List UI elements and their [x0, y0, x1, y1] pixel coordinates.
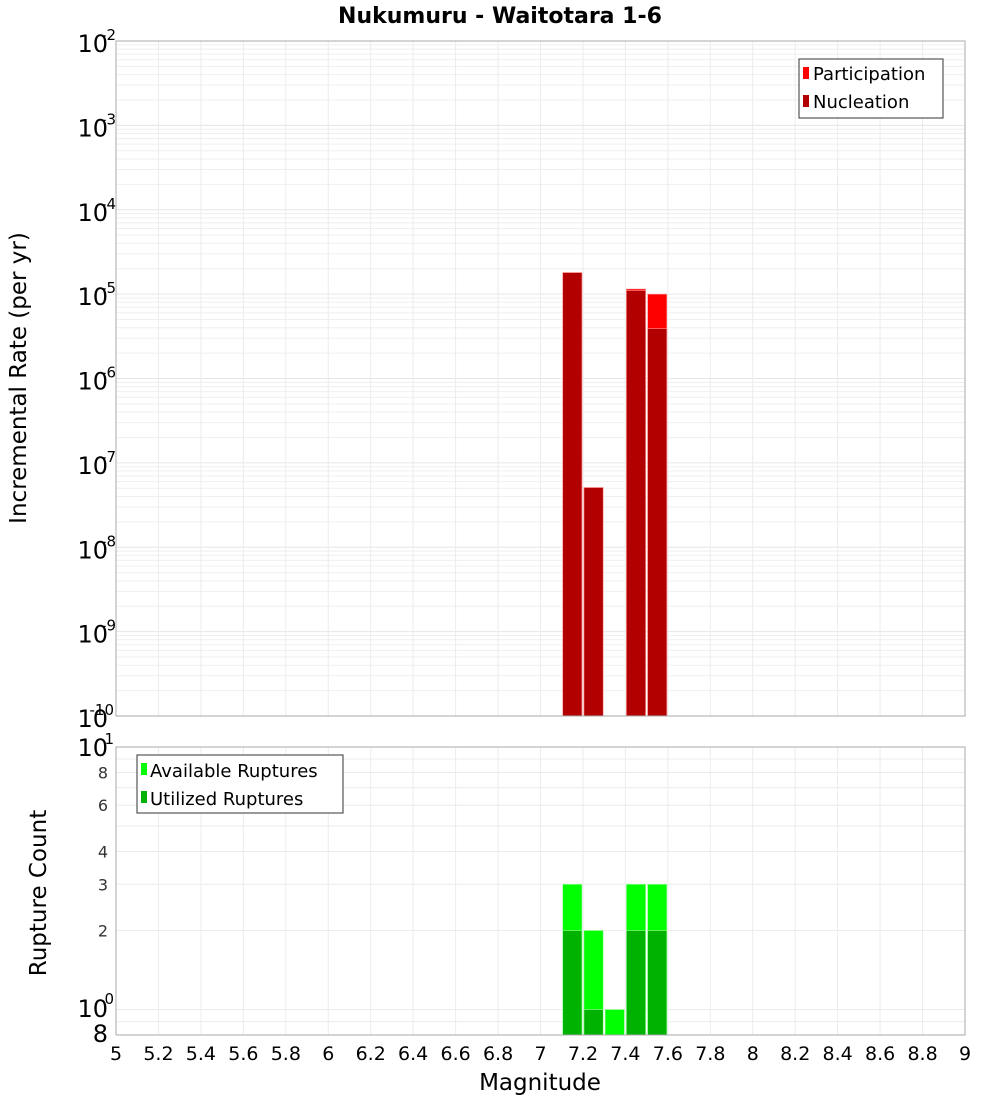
nucleation-swatch: [803, 95, 809, 107]
top-plot-bars: [562, 272, 668, 717]
top-plot-frame: [115, 40, 966, 717]
bottom-y-axis-label: Rupture Count: [26, 810, 52, 976]
svg-text:8.8: 8.8: [907, 1043, 937, 1065]
svg-text:7.8: 7.8: [695, 1043, 725, 1065]
chart-title: Nukumuru - Waitotara 1-6: [338, 4, 662, 29]
svg-text:8: 8: [747, 1043, 759, 1065]
legend-participation: Participation: [813, 64, 925, 85]
svg-text:5.8: 5.8: [271, 1043, 301, 1065]
svg-text:-6: -6: [101, 364, 116, 382]
svg-text:3: 3: [98, 875, 108, 894]
svg-text:6.6: 6.6: [440, 1043, 470, 1065]
svg-text:7.6: 7.6: [653, 1043, 683, 1065]
svg-text:9: 9: [959, 1043, 971, 1065]
svg-text:-9: -9: [101, 617, 116, 635]
svg-text:0: 0: [104, 990, 114, 1008]
svg-text:8.4: 8.4: [823, 1043, 853, 1065]
svg-text:6.8: 6.8: [483, 1043, 513, 1065]
legend-nucleation: Nucleation: [813, 92, 909, 113]
participation-swatch: [803, 67, 809, 79]
bottom-legend: Available Ruptures Utilized Ruptures: [136, 754, 344, 814]
svg-text:10: 10: [77, 30, 108, 58]
top-y-axis-label: Incremental Rate (per yr): [6, 232, 32, 524]
svg-text:7.4: 7.4: [610, 1043, 640, 1065]
svg-text:1: 1: [104, 730, 114, 748]
svg-text:2: 2: [98, 922, 108, 941]
svg-text:-5: -5: [101, 279, 116, 297]
svg-text:7: 7: [534, 1043, 546, 1065]
svg-text:10: 10: [77, 199, 108, 227]
svg-text:-2: -2: [101, 26, 116, 44]
svg-text:4: 4: [98, 842, 108, 861]
x-axis-ticks: 5 5.2 5.4 5.6 5.8 6 6.2 6.4 6.6 6.8 7 7.2 7.4 7.6 7.8 8…: [110, 1043, 971, 1065]
top-y-axis-ticks: 10-210-310-410-510-610-710-810-910-10: [77, 26, 116, 733]
bottom-plot-bars: [562, 883, 668, 1036]
svg-text:5: 5: [110, 1043, 122, 1065]
svg-text:10: 10: [77, 452, 108, 480]
svg-text:5.4: 5.4: [186, 1043, 216, 1065]
svg-text:6.4: 6.4: [398, 1043, 428, 1065]
svg-text:6: 6: [322, 1043, 334, 1065]
svg-text:-4: -4: [101, 195, 116, 213]
svg-text:5.2: 5.2: [143, 1043, 173, 1065]
svg-text:10: 10: [77, 114, 108, 142]
x-axis-label: Magnitude: [479, 1070, 601, 1096]
top-legend: Participation Nucleation: [798, 58, 944, 119]
bottom-plot-frame: [115, 746, 966, 1036]
svg-text:8.2: 8.2: [780, 1043, 810, 1065]
svg-text:10: 10: [77, 283, 108, 311]
svg-text:10: 10: [77, 705, 108, 733]
svg-text:8.6: 8.6: [865, 1043, 895, 1065]
svg-text:-10: -10: [90, 701, 115, 719]
svg-text:5.6: 5.6: [228, 1043, 258, 1065]
svg-text:6.2: 6.2: [356, 1043, 386, 1065]
utilized-swatch: [141, 791, 147, 803]
svg-text:-3: -3: [101, 110, 116, 128]
legend-available: Available Ruptures: [150, 761, 318, 782]
top-plot-grid: [115, 41, 966, 717]
svg-text:8: 8: [93, 1020, 108, 1048]
svg-text:10: 10: [77, 995, 108, 1023]
svg-text:8: 8: [98, 763, 108, 782]
svg-text:10: 10: [77, 621, 108, 649]
svg-text:10: 10: [77, 536, 108, 564]
svg-text:7.2: 7.2: [568, 1043, 598, 1065]
svg-text:10: 10: [77, 368, 108, 396]
svg-text:6: 6: [98, 796, 108, 815]
svg-text:-8: -8: [101, 532, 116, 550]
svg-text:-7: -7: [101, 448, 116, 466]
svg-text:10: 10: [77, 734, 108, 762]
legend-utilized: Utilized Ruptures: [150, 789, 303, 810]
available-swatch: [141, 763, 147, 775]
